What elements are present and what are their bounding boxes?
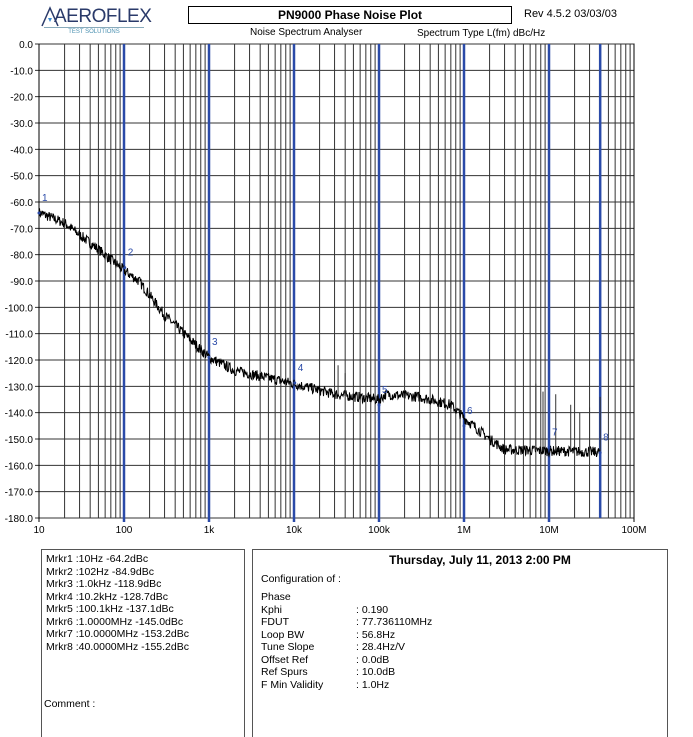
marker-label: 8 xyxy=(603,433,609,444)
phase-noise-trace xyxy=(38,208,601,458)
y-tick-label: -170.0 xyxy=(5,488,34,499)
config-value: : 56.8Hz xyxy=(356,628,396,641)
config-row: FDUT : 77.736110MHz xyxy=(261,616,667,629)
x-tick-label: 10k xyxy=(286,525,303,536)
config-value: : 10.0dB xyxy=(356,666,396,678)
config-row: F Min Validity : 1.0Hz xyxy=(261,679,667,692)
y-tick-label: -180.0 xyxy=(5,514,34,525)
marker-readout: Mrkr2 :102Hz -84.9dBc xyxy=(46,565,154,578)
config-row: Offset Ref : 0.0dB xyxy=(261,654,667,667)
config-key: Kphi xyxy=(261,603,283,616)
logo-subtext: TEST SOLUTIONS xyxy=(44,27,144,35)
marker-point xyxy=(547,445,551,449)
y-tick-label: -40.0 xyxy=(10,145,33,156)
config-value: : 0.190 xyxy=(356,603,389,616)
marker-label: 4 xyxy=(298,363,304,374)
marker-readout: Mrkr4 :10.2kHz -128.7dBc xyxy=(46,590,168,603)
y-tick-label: 0.0 xyxy=(19,40,33,51)
x-tick-label: 10 xyxy=(33,525,45,536)
y-tick-label: -80.0 xyxy=(10,251,33,262)
marker-readout: Mrkr1 :10Hz -64.2dBc xyxy=(46,553,149,565)
config-key: Tune Slope xyxy=(261,641,315,653)
plot-title: PN9000 Phase Noise Plot xyxy=(188,6,512,24)
config-key: Ref Spurs xyxy=(261,666,308,678)
config-key: FDUT xyxy=(261,616,289,628)
y-tick-label: -30.0 xyxy=(10,119,33,130)
spectrum-type: Spectrum Type L(fm) dBc/Hz xyxy=(417,28,546,39)
config-section: Phase xyxy=(261,591,291,603)
marker-point xyxy=(377,403,381,407)
logo-text: AEROFLEX xyxy=(54,6,152,27)
marker-readout: Mrkr6 :1.0000MHz -145.0dBc xyxy=(46,615,184,628)
y-tick-label: -70.0 xyxy=(10,224,33,235)
marker-label: 1 xyxy=(42,193,48,204)
aeroflex-logo-icon xyxy=(41,6,59,27)
y-tick-label: -160.0 xyxy=(5,461,34,472)
marker-point xyxy=(37,211,41,215)
config-row: Loop BW : 56.8Hz xyxy=(261,629,667,642)
y-tick-label: -140.0 xyxy=(5,409,34,420)
analyser-subtitle: Noise Spectrum Analyser xyxy=(250,27,363,38)
markers-panel: Mrkr1 :10Hz -64.2dBc Mrkr2 :102Hz -84.9dB… xyxy=(41,549,245,737)
marker-point xyxy=(123,266,127,270)
x-tick-label: 100 xyxy=(116,525,133,536)
config-value: : 1.0Hz xyxy=(356,678,390,691)
x-tick-label: 10M xyxy=(539,525,558,536)
marker-label: 2 xyxy=(128,248,134,259)
marker-point xyxy=(462,424,466,428)
marker-readout: Mrkr5 :100.1kHz -137.1dBc xyxy=(46,603,174,615)
marker-point xyxy=(293,381,297,385)
y-tick-label: -110.0 xyxy=(5,330,33,341)
y-tick-label: -20.0 xyxy=(10,93,33,104)
marker-point xyxy=(207,355,211,359)
marker-label: 7 xyxy=(552,427,558,438)
marker-readout: Mrkr3 :1.0kHz -118.9dBc xyxy=(46,578,162,590)
y-tick-label: -130.0 xyxy=(5,382,34,393)
marker-point xyxy=(598,451,602,455)
y-tick-label: -60.0 xyxy=(10,198,33,209)
y-tick-label: -10.0 xyxy=(10,66,33,77)
revision-text: Rev 4.5.2 03/03/03 xyxy=(524,8,617,20)
marker-readout: Mrkr8 :40.0000MHz -155.2dBc xyxy=(46,640,189,653)
config-row: Tune Slope : 28.4Hz/V xyxy=(261,641,667,654)
y-tick-label: -150.0 xyxy=(5,435,34,446)
config-key: Offset Ref xyxy=(261,653,309,666)
config-value: : 0.0dB xyxy=(356,653,390,666)
marker-label: 6 xyxy=(467,406,473,417)
y-tick-label: -120.0 xyxy=(5,356,34,367)
marker-label: 3 xyxy=(212,337,218,348)
config-value: : 28.4Hz/V xyxy=(356,641,406,653)
x-tick-label: 1k xyxy=(204,525,216,536)
config-row: Kphi : 0.190 xyxy=(261,604,667,617)
comment-label: Comment : xyxy=(44,698,96,710)
x-tick-label: 100M xyxy=(621,525,646,536)
y-tick-label: -100.0 xyxy=(5,303,34,314)
config-heading: Configuration of : xyxy=(261,572,341,585)
configuration-panel: Thursday, July 11, 2013 2:00 PM Configur… xyxy=(252,549,668,737)
config-row: Ref Spurs : 10.0dB xyxy=(261,666,667,679)
marker-label: 5 xyxy=(382,385,388,396)
config-value: : 77.736110MHz xyxy=(356,616,433,628)
x-tick-label: 100k xyxy=(368,525,391,536)
x-tick-label: 1M xyxy=(457,525,471,536)
marker-readout: Mrkr7 :10.0000MHz -153.2dBc xyxy=(46,628,189,640)
y-tick-label: -50.0 xyxy=(10,172,33,183)
config-key: Loop BW xyxy=(261,628,305,641)
y-tick-label: -90.0 xyxy=(10,277,33,288)
phase-noise-chart: 0.0 -10.0 -20.0 -30.0 -40.0 -50.0 -60.0 -70.0 -8… xyxy=(5,40,647,536)
config-key: F Min Validity xyxy=(261,678,324,691)
report-datetime: Thursday, July 11, 2013 2:00 PM xyxy=(389,553,571,567)
